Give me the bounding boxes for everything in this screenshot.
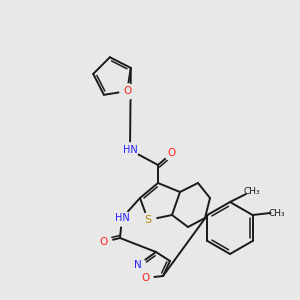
Text: O: O [123,86,131,96]
Text: CH₃: CH₃ [244,188,260,196]
Text: O: O [100,237,108,247]
Text: HN: HN [115,213,129,223]
Text: O: O [168,148,176,158]
Text: O: O [141,273,149,283]
Text: S: S [144,215,152,225]
Text: N: N [134,260,142,270]
Text: HN: HN [123,145,137,155]
Text: CH₃: CH₃ [268,208,285,217]
